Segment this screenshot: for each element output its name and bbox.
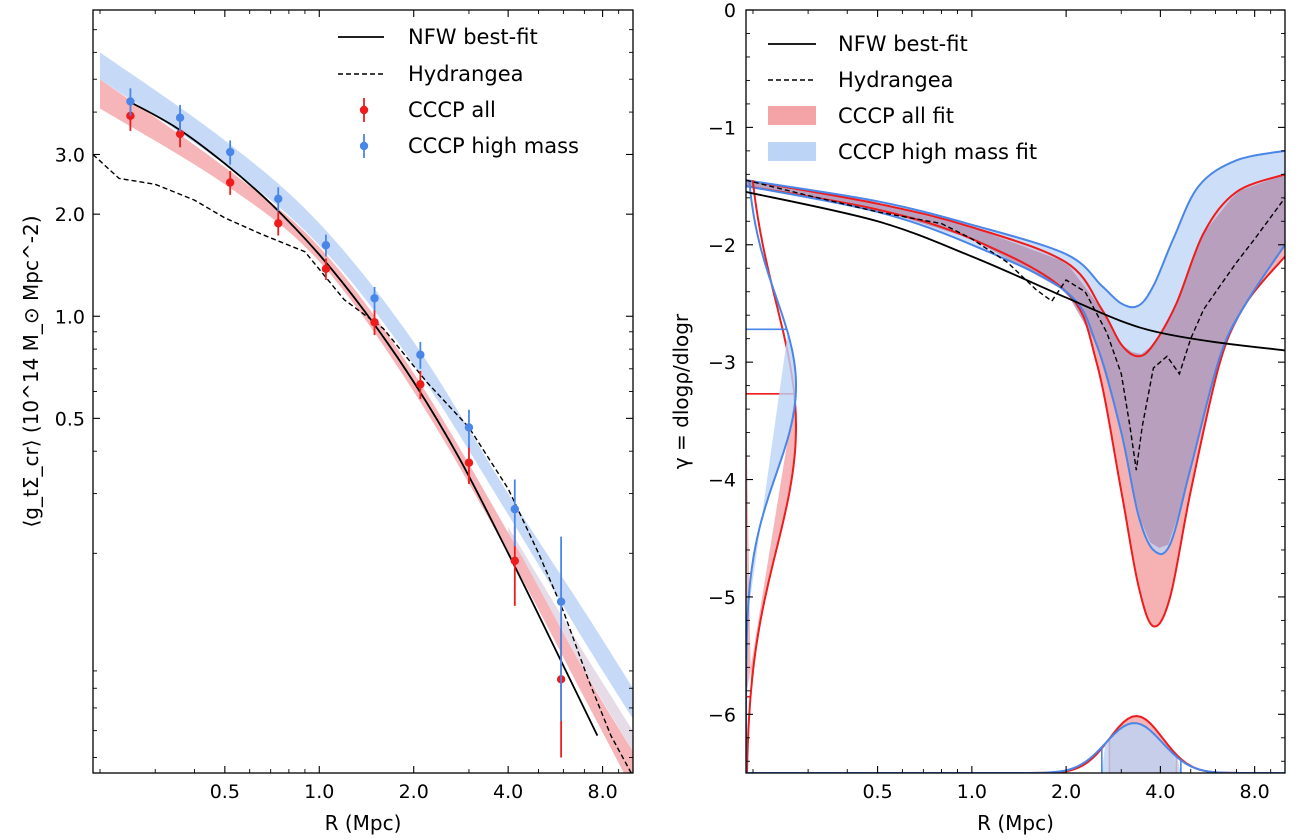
legend-swatch-all — [359, 105, 369, 115]
point-all — [370, 318, 379, 327]
x-tick-label: 8.0 — [587, 781, 617, 803]
point-all — [464, 458, 474, 467]
x-axis-label: R (Mpc) — [325, 811, 402, 835]
nfw-line — [746, 191, 1285, 352]
legend-label: NFW best-fit — [408, 25, 538, 49]
left-legend: NFW best-fit Hydrangea CCCP all CCCP high m… — [338, 25, 579, 158]
x-tick-label: 0.5 — [862, 781, 892, 803]
legend-label: CCCP all fit — [838, 104, 954, 128]
point-high-mass — [510, 504, 520, 514]
y-tick-label: −2 — [708, 235, 736, 257]
left-plot-area — [93, 52, 633, 773]
legend-swatch-high-mass — [359, 141, 369, 151]
right-legend: NFW best-fit Hydrangea CCCP all fit CCCP hi… — [768, 32, 1037, 164]
bottom-dist-all — [746, 714, 1285, 773]
y-tick-label: 0 — [724, 0, 736, 22]
x-tick-label: 4.0 — [1145, 781, 1175, 803]
x-tick-label: 1.0 — [304, 781, 334, 803]
point-high-mass — [370, 294, 379, 303]
legend-label: NFW best-fit — [838, 32, 968, 56]
y-axis-label: γ = dlogρ/dlogr — [669, 313, 693, 469]
right-axes-frame — [745, 9, 1286, 774]
legend-label: CCCP high mass fit — [838, 140, 1037, 164]
point-high-mass — [126, 97, 135, 106]
point-high-mass — [225, 147, 235, 157]
point-all — [225, 178, 235, 187]
y-tick-label: 2.0 — [55, 204, 85, 226]
band-lower-edge — [746, 185, 1285, 556]
point-high-mass — [274, 194, 283, 204]
hydrangea-line — [746, 179, 1285, 471]
point-high-mass — [416, 350, 425, 359]
side-dist-all-shade — [746, 393, 796, 697]
x-tick-label: 8.0 — [1240, 781, 1270, 803]
y-tick-label: 1.0 — [55, 306, 85, 328]
y-tick-label: −4 — [708, 470, 736, 492]
right-panel: 0.5 1.0 2.0 4.0 8.0 −6 −5 −4 −3 −2 −1 0 R (Mpc) γ = d… — [669, 0, 1286, 835]
band-upper-edge — [746, 173, 1285, 358]
point-high-mass — [321, 241, 331, 250]
point-high-mass — [464, 423, 474, 432]
point-all — [321, 264, 331, 274]
legend-swatch-all-fit — [768, 106, 816, 125]
y-tick-label: −3 — [708, 352, 736, 374]
point-all — [510, 556, 520, 566]
point-all — [175, 129, 185, 139]
legend-label: Hydrangea — [838, 68, 953, 92]
bottom-dist-high-mass — [746, 722, 1285, 773]
hydrangea-line — [93, 153, 633, 773]
legend-swatch-high-mass-fit — [768, 142, 816, 161]
y-tick-label: 3.0 — [55, 144, 85, 166]
right-plot-area — [746, 149, 1285, 773]
nfw-line — [129, 101, 599, 736]
left-panel: 0.5 1.0 2.0 4.0 8.0 0.5 1.0 2.0 3.0 R (Mpc) ⟨g_tΣ_… — [19, 9, 634, 835]
point-all — [274, 219, 283, 228]
y-tick-label: 0.5 — [55, 408, 85, 430]
band-overlap — [508, 526, 633, 752]
point-all — [126, 111, 135, 121]
point-high-mass — [556, 597, 566, 606]
side-dist-high-mass-shade — [746, 329, 796, 629]
band-upper-edge — [746, 149, 1285, 309]
bottom-dist-high-mass-shade — [1101, 723, 1181, 773]
point-all — [416, 380, 425, 389]
y-tick-label: −1 — [708, 117, 736, 139]
band-all — [100, 79, 633, 773]
x-tick-label: 0.5 — [210, 781, 240, 803]
x-tick-label: 2.0 — [399, 781, 429, 803]
legend-label: CCCP all — [408, 98, 496, 122]
y-axis-label: ⟨g_tΣ_cr⟩ (10^14 M_⊙ Mpc^-2) — [19, 216, 43, 528]
band-overlap-fit — [746, 174, 1285, 548]
point-high-mass — [175, 113, 185, 122]
y-tick-label: −6 — [708, 704, 736, 726]
legend-label: Hydrangea — [408, 62, 523, 86]
y-tick-label: −5 — [708, 587, 736, 609]
x-tick-label: 2.0 — [1051, 781, 1081, 803]
x-tick-label: 4.0 — [493, 781, 523, 803]
x-tick-label: 1.0 — [957, 781, 987, 803]
legend-label: CCCP high mass — [408, 134, 579, 158]
x-axis-label: R (Mpc) — [977, 811, 1054, 835]
